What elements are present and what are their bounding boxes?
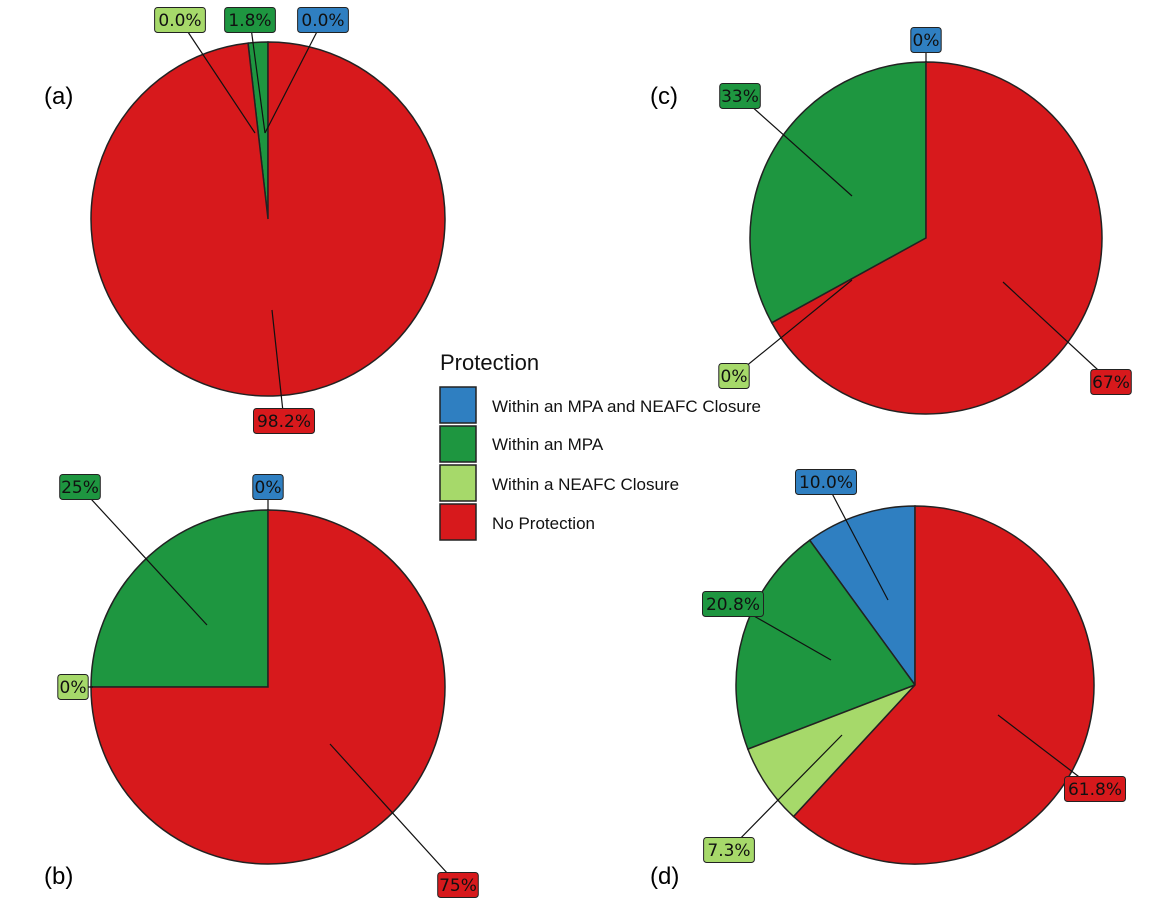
legend-title: Protection xyxy=(440,350,539,375)
data-label: 0.0% xyxy=(301,11,344,31)
data-label: 7.3% xyxy=(707,841,750,861)
legend-label: No Protection xyxy=(492,514,595,533)
data-label: 0% xyxy=(913,31,940,51)
data-label-box xyxy=(718,363,750,389)
leader-line xyxy=(179,19,256,134)
data-label-box xyxy=(719,83,761,109)
legend-label: Within a NEAFC Closure xyxy=(492,475,679,494)
leader-line xyxy=(264,19,324,134)
data-label: 75% xyxy=(439,876,477,896)
data-label: 67% xyxy=(1092,373,1130,393)
data-label-box xyxy=(795,469,857,495)
data-label-box xyxy=(57,674,89,700)
pie-slice xyxy=(90,509,269,688)
data-label-box xyxy=(702,591,764,617)
leader-line xyxy=(1002,281,1112,383)
data-label: 0% xyxy=(255,478,282,498)
pie-slice xyxy=(792,505,1095,865)
data-label: 0.0% xyxy=(158,11,201,31)
data-label-box xyxy=(224,7,276,33)
data-label-box xyxy=(1090,369,1132,395)
data-label: 0% xyxy=(721,367,748,387)
data-label-box xyxy=(154,7,206,33)
pie-slice xyxy=(90,41,446,397)
legend-item: Within an MPA xyxy=(439,425,604,463)
data-label-box xyxy=(297,7,349,33)
legend-item: Within a NEAFC Closure xyxy=(439,464,679,502)
data-label: 25% xyxy=(61,478,99,498)
pie-slice xyxy=(770,61,1103,415)
data-label: 0% xyxy=(60,678,87,698)
pie-chart: (a) 0.0% 1.8% 0.0% 98.2% xyxy=(44,7,446,434)
pie-slice xyxy=(749,61,927,324)
data-label-box xyxy=(1064,776,1126,802)
leader-line xyxy=(329,743,459,886)
panel-letter: (c) xyxy=(650,83,678,110)
legend-item: Within an MPA and NEAFC Closure xyxy=(439,386,761,424)
data-label-box xyxy=(253,408,315,434)
data-label: 20.8% xyxy=(706,595,760,615)
pie-charts: (a) 0.0% 1.8% 0.0% 98.2% (b) 0% 25% 0% 75% (c) 0% 33… xyxy=(44,7,1132,898)
legend-label: Within an MPA xyxy=(492,435,604,454)
legend-item: No Protection xyxy=(439,503,595,541)
legend-swatch-neafc xyxy=(439,464,477,502)
legend-label: Within an MPA and NEAFC Closure xyxy=(492,397,761,416)
panel-letter: (d) xyxy=(650,863,679,890)
data-label: 98.2% xyxy=(257,412,311,432)
data-label: 61.8% xyxy=(1068,780,1122,800)
leader-line xyxy=(825,481,889,601)
pie-chart: (c) 0% 33% 0% 67% xyxy=(650,27,1132,415)
pie-chart: (d) 10.0% 20.8% 7.3% 61.8% xyxy=(650,469,1126,890)
data-label: 10.0% xyxy=(799,473,853,493)
pie-slice xyxy=(808,505,916,688)
pie-chart: (b) 0% 25% 0% 75% xyxy=(44,474,479,898)
leader-line xyxy=(739,95,853,197)
leader-line xyxy=(249,19,266,134)
data-label-box xyxy=(910,27,942,53)
legend-swatch-mpa-neafc xyxy=(439,386,477,424)
leader-line xyxy=(79,486,208,626)
legend-swatch-mpa xyxy=(439,425,477,463)
data-label-box xyxy=(437,872,479,898)
leader-line xyxy=(728,734,843,851)
leader-line xyxy=(733,279,853,377)
data-label-box xyxy=(59,474,101,500)
leader-line xyxy=(271,309,285,422)
data-label: 33% xyxy=(721,87,759,107)
data-label-box xyxy=(703,837,755,863)
legend-swatch-no-protection xyxy=(439,503,477,541)
panel-letter: (b) xyxy=(44,863,73,890)
pie-slice xyxy=(90,509,446,865)
data-label-box xyxy=(252,474,284,500)
panel-letter: (a) xyxy=(44,83,73,110)
data-label: 1.8% xyxy=(228,11,271,31)
pie-slice xyxy=(735,539,917,751)
legend: Protection Within an MPA and NEAFC Closu… xyxy=(439,350,761,541)
